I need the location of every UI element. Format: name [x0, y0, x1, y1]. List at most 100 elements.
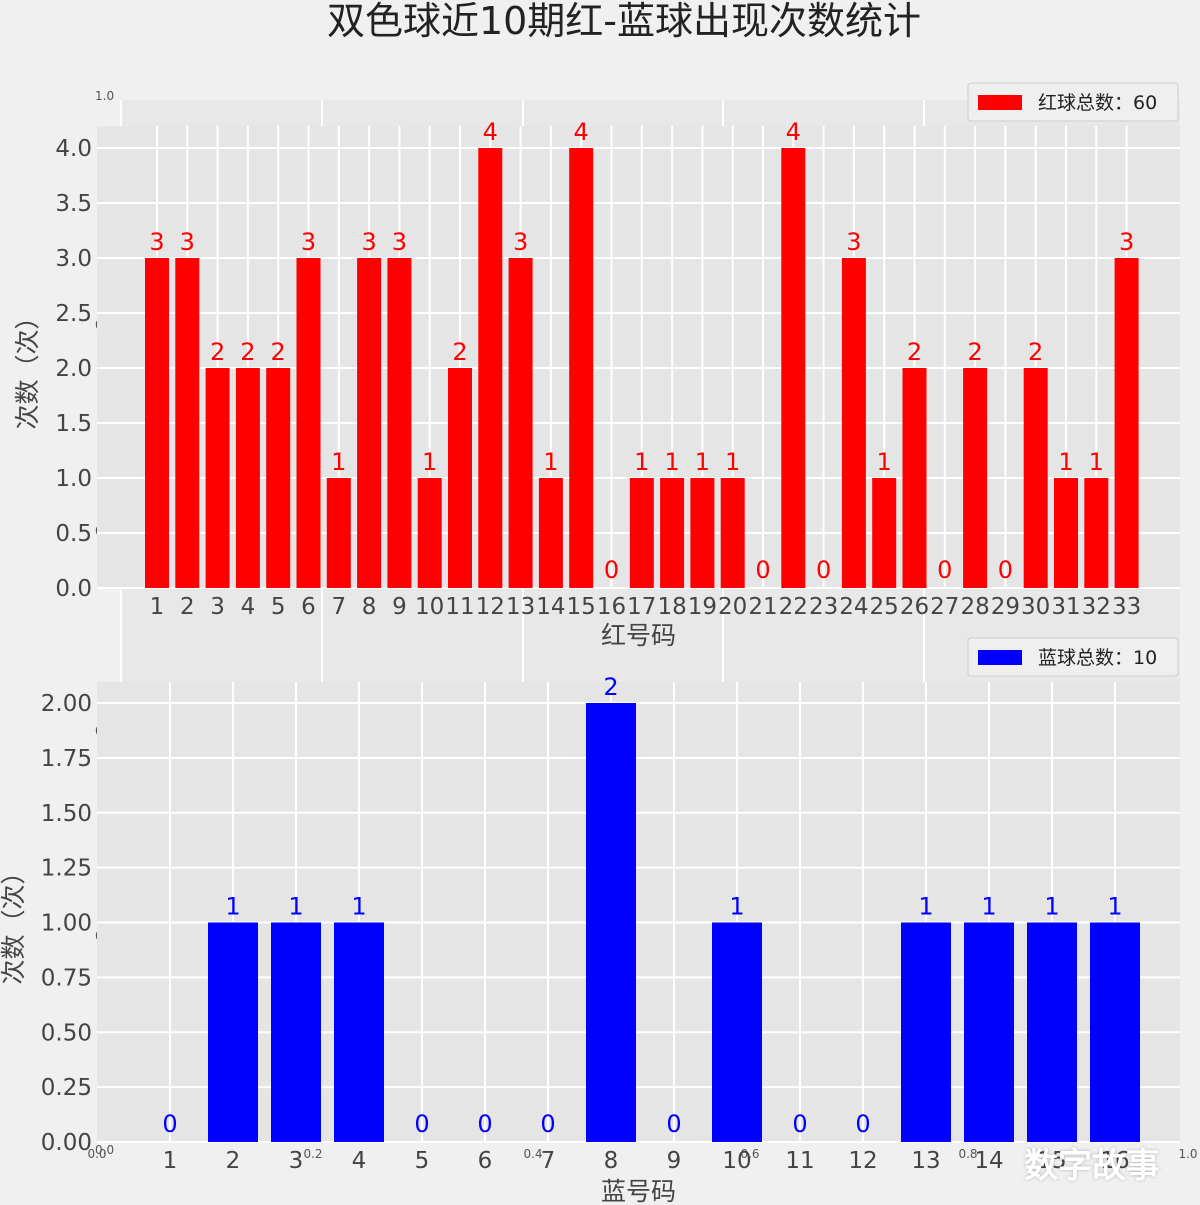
x-tick-label-13: 13 — [911, 1148, 940, 1174]
bar-19 — [690, 478, 715, 588]
data-label-6: 3 — [301, 228, 316, 256]
data-label-8: 3 — [361, 228, 376, 256]
bar-13 — [508, 258, 533, 588]
y-tick-label: 1.25 — [41, 856, 92, 882]
data-label-18: 1 — [664, 448, 679, 476]
bar-13 — [901, 922, 951, 1142]
x-tick-label-14: 14 — [974, 1148, 1003, 1174]
data-label-3: 1 — [288, 893, 303, 921]
y-tick-label: 0.0 — [55, 576, 92, 602]
bar-8 — [357, 258, 382, 588]
x-tick-label-23: 23 — [809, 594, 838, 620]
y-tick-label: 1.0 — [55, 466, 92, 492]
background-xtick: 1.0 — [1178, 1147, 1197, 1161]
x-tick-label-12: 12 — [476, 594, 505, 620]
data-label-23: 0 — [816, 556, 831, 584]
x-tick-label-21: 21 — [748, 594, 777, 620]
x-tick-label-3: 3 — [210, 594, 225, 620]
bar-1 — [145, 258, 169, 588]
x-tick-label-31: 31 — [1051, 594, 1080, 620]
x-tick-label-10: 10 — [415, 594, 444, 620]
x-tick-label-22: 22 — [779, 594, 808, 620]
bar-9 — [387, 258, 412, 588]
x-tick-label-33: 33 — [1112, 594, 1141, 620]
bar-10 — [417, 478, 442, 588]
x-tick-label-28: 28 — [960, 594, 989, 620]
bar-18 — [660, 478, 685, 588]
data-label-1: 0 — [162, 1110, 177, 1138]
bar-6 — [296, 258, 321, 588]
bar-4 — [334, 922, 384, 1142]
bar-32 — [1084, 478, 1109, 588]
bar-26 — [902, 368, 927, 588]
y-tick-label: 3.0 — [55, 246, 92, 272]
y-tick-label: 3.5 — [55, 191, 92, 217]
data-label-5: 0 — [414, 1110, 429, 1138]
background-xtick: 0.8 — [958, 1147, 977, 1161]
y-tick-label: 0.5 — [55, 521, 92, 547]
bar-22 — [781, 148, 806, 588]
data-label-6: 0 — [477, 1110, 492, 1138]
data-label-4: 1 — [351, 893, 366, 921]
x-tick-label-29: 29 — [991, 594, 1020, 620]
background-ytick: 1.0 — [95, 89, 114, 103]
bar-24 — [841, 258, 866, 588]
legend-label: 蓝球总数：10 — [1038, 647, 1157, 669]
x-tick-label-1: 1 — [150, 594, 165, 620]
background-ytick: 0.0 — [95, 1143, 114, 1157]
data-label-2: 1 — [225, 893, 240, 921]
data-label-19: 1 — [695, 448, 710, 476]
x-tick-label-19: 19 — [688, 594, 717, 620]
y-tick-label: 1.50 — [41, 801, 92, 827]
background-xtick: 0.0 — [87, 1147, 106, 1161]
data-label-8: 2 — [603, 673, 618, 701]
y-tick-label: 0.75 — [41, 965, 92, 991]
data-label-31: 1 — [1058, 448, 1073, 476]
y-tick-label: 2.00 — [41, 691, 92, 717]
x-tick-label-7: 7 — [331, 594, 346, 620]
chart-title: 双色球近10期红-蓝球出现次数统计 — [327, 0, 921, 43]
data-label-32: 1 — [1089, 448, 1104, 476]
data-label-9: 3 — [392, 228, 407, 256]
data-label-27: 0 — [937, 556, 952, 584]
x-tick-label-15: 15 — [1037, 1148, 1066, 1174]
x-tick-label-8: 8 — [362, 594, 377, 620]
y-tick-label: 0.50 — [41, 1020, 92, 1046]
blue-ball-chart: 0.000.250.500.751.001.251.501.752.000112… — [0, 637, 1180, 1205]
data-label-20: 1 — [725, 448, 740, 476]
data-label-16: 0 — [604, 556, 619, 584]
x-axis-label: 蓝号码 — [601, 1177, 676, 1205]
bar-14 — [538, 478, 563, 588]
x-tick-label-6: 6 — [478, 1148, 493, 1174]
data-label-9: 0 — [666, 1110, 681, 1138]
data-label-7: 0 — [540, 1110, 555, 1138]
data-label-28: 2 — [967, 338, 982, 366]
bar-2 — [208, 922, 258, 1142]
bar-17 — [629, 478, 654, 588]
bar-7 — [326, 478, 351, 588]
data-label-26: 2 — [907, 338, 922, 366]
data-label-22: 4 — [786, 118, 801, 146]
red-ball-chart: 0.00.51.01.52.02.53.03.54.03132232425361… — [13, 82, 1180, 650]
data-label-10: 1 — [422, 448, 437, 476]
data-label-14: 1 — [981, 893, 996, 921]
bar-14 — [964, 922, 1014, 1142]
x-tick-label-16: 16 — [597, 594, 626, 620]
bar-3 — [271, 922, 321, 1142]
x-tick-label-14: 14 — [536, 594, 565, 620]
x-tick-label-20: 20 — [718, 594, 747, 620]
x-tick-label-8: 8 — [604, 1148, 619, 1174]
data-label-24: 3 — [846, 228, 861, 256]
x-tick-label-27: 27 — [930, 594, 959, 620]
x-tick-label-12: 12 — [848, 1148, 877, 1174]
data-label-15: 1 — [1044, 893, 1059, 921]
x-tick-label-11: 11 — [785, 1148, 814, 1174]
x-tick-label-24: 24 — [839, 594, 868, 620]
x-tick-label-1: 1 — [163, 1148, 178, 1174]
data-label-11: 0 — [792, 1110, 807, 1138]
plot-area — [97, 682, 1180, 1142]
y-tick-label: 0.00 — [41, 1130, 92, 1156]
y-tick-label: 1.75 — [41, 746, 92, 772]
data-label-7: 1 — [331, 448, 346, 476]
data-label-13: 3 — [513, 228, 528, 256]
